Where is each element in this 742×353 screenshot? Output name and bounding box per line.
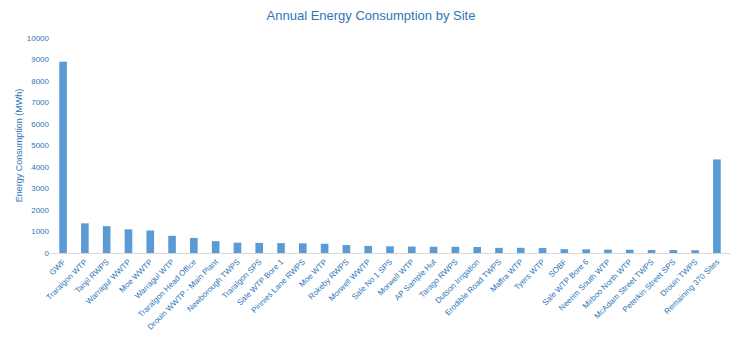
svg-text:Traralgon Head Office: Traralgon Head Office [136,257,198,319]
svg-text:Neerim South WTP: Neerim South WTP [557,257,612,312]
svg-text:Maffra WTP: Maffra WTP [489,257,525,293]
svg-text:10000: 10000 [27,34,50,43]
svg-text:3000: 3000 [31,184,49,193]
svg-text:2000: 2000 [31,206,49,215]
svg-text:1000: 1000 [31,227,49,236]
svg-text:Energy Consumption (MWh): Energy Consumption (MWh) [14,89,24,203]
svg-text:9000: 9000 [31,55,49,64]
svg-text:Traralgon WTP: Traralgon WTP [45,257,90,302]
svg-text:Warragul WWTP: Warragul WWTP [84,257,133,306]
svg-text:Moe WWTP: Moe WWTP [118,257,155,294]
svg-text:0: 0 [45,249,50,258]
svg-text:5000: 5000 [31,141,49,150]
svg-text:Drouin TWPS: Drouin TWPS [659,257,700,298]
svg-text:Annual Energy Consumption by S: Annual Energy Consumption by Site [267,8,476,23]
svg-text:Mirboo North WTP: Mirboo North WTP [581,257,634,310]
svg-text:7000: 7000 [31,98,49,107]
svg-text:Sale WTP Bore 6: Sale WTP Bore 6 [540,257,590,307]
svg-text:Moe WTP: Moe WTP [297,257,329,289]
svg-text:Dutson Irrigation: Dutson Irrigation [434,257,482,305]
svg-text:Morwell WWTP: Morwell WWTP [327,257,372,302]
svg-text:McAdam Street TWPS: McAdam Street TWPS [593,257,656,320]
svg-text:Rokeby RWPS: Rokeby RWPS [307,257,351,301]
svg-text:Morwell WTP: Morwell WTP [376,257,416,297]
svg-text:Peterkin Street SPS: Peterkin Street SPS [621,257,678,314]
svg-text:6000: 6000 [31,120,49,129]
svg-text:Drouin WWTP - Main Plant: Drouin WWTP - Main Plant [146,257,221,332]
svg-text:Warragul WTP: Warragul WTP [133,257,176,300]
svg-text:GWF: GWF [48,257,68,277]
svg-text:8000: 8000 [31,77,49,86]
svg-text:Sale WTP Bore 1: Sale WTP Bore 1 [235,257,285,307]
svg-text:SOBF: SOBF [547,257,569,279]
svg-text:Traralgon SPS: Traralgon SPS [220,257,263,300]
svg-text:Pinnies Lane RWPS: Pinnies Lane RWPS [250,257,308,315]
svg-text:Tanjil RWPS: Tanjil RWPS [73,257,111,295]
svg-text:Remaining 370 Sites: Remaining 370 Sites [663,257,722,316]
svg-text:Sale No 1 SPS: Sale No 1 SPS [350,257,394,301]
svg-text:Newborough TWPS: Newborough TWPS [185,257,241,313]
svg-text:Tarago RWPS: Tarago RWPS [418,257,460,299]
svg-text:4000: 4000 [31,163,49,172]
svg-text:AP Sample Hut: AP Sample Hut [393,257,438,302]
svg-text:Tyers WTP: Tyers WTP [512,257,546,291]
svg-text:Erodible Road TWPS: Erodible Road TWPS [443,257,503,317]
